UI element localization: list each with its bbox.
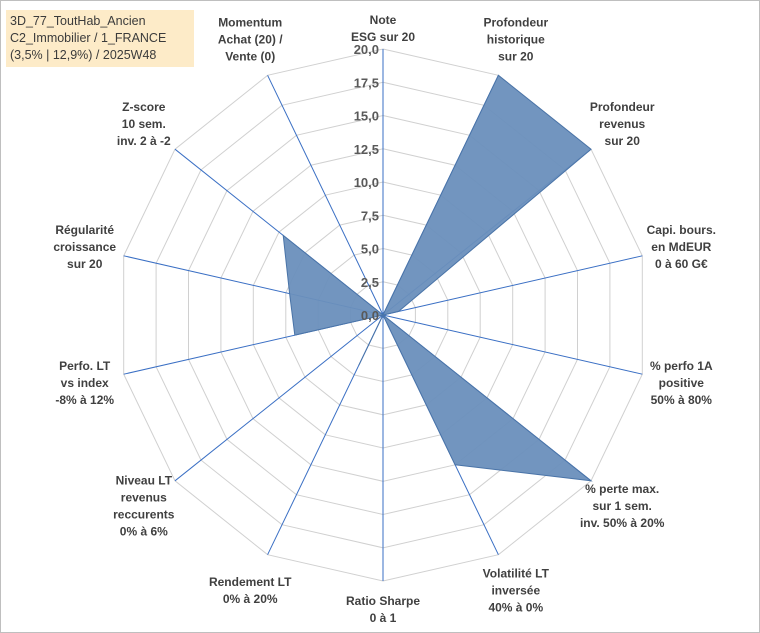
axis-label-line: -8% à 12% bbox=[55, 393, 114, 407]
axis-spoke bbox=[382, 255, 643, 316]
axis-label-line: 10 sem. bbox=[122, 117, 166, 131]
chart-title-line-3: (3,5% | 12,9%) / 2025W48 bbox=[10, 48, 157, 62]
axis-label: Régularité croissance sur 20 bbox=[53, 223, 116, 271]
axis-label-line: sur 20 bbox=[498, 49, 534, 63]
axis-label-line: Régularité bbox=[55, 223, 114, 237]
axis-label-line: inv. 2 à -2 bbox=[117, 134, 171, 148]
axis-label-line: en MdEUR bbox=[651, 240, 711, 254]
axis-label: Momentum Achat (20) / Vente (0) bbox=[218, 15, 283, 63]
axis-label: Profondeur revenus sur 20 bbox=[590, 100, 655, 148]
radial-tick-label: 2,5 bbox=[361, 275, 379, 290]
axis-label: Niveau LT revenus reccurents 0% à 6% bbox=[113, 473, 175, 538]
axis-label-line: 0% à 20% bbox=[223, 592, 278, 606]
axis-label-line: 0 à 60 G€ bbox=[655, 257, 708, 271]
axis-label: % perte max. sur 1 sem. inv. 50% à 20% bbox=[580, 482, 665, 530]
radial-tick-label: 20,0 bbox=[354, 42, 379, 57]
chart-title-line-1: 3D_77_ToutHab_Ancien bbox=[10, 14, 146, 28]
axis-label-line: Profondeur bbox=[590, 100, 655, 114]
axis-label-line: Perfo. LT bbox=[59, 359, 111, 373]
axis-label-line: Niveau LT bbox=[116, 473, 173, 487]
axis-label-line: revenus bbox=[121, 490, 167, 504]
axis-label-line: revenus bbox=[599, 117, 645, 131]
axis-label-line: reccurents bbox=[113, 507, 175, 521]
axis-label-line: positive bbox=[659, 376, 705, 390]
axis-label-line: % perte max. bbox=[585, 482, 659, 496]
axis-spoke bbox=[174, 314, 384, 482]
axis-label-line: Capi. bours. bbox=[647, 223, 716, 237]
axis-label-line: inv. 50% à 20% bbox=[580, 516, 665, 530]
axis-label: Ratio Sharpe 0 à 1 bbox=[346, 594, 420, 625]
axis-label-line: sur 20 bbox=[67, 257, 103, 271]
axis-label-line: 50% à 80% bbox=[651, 393, 713, 407]
axis-label-line: Z-score bbox=[122, 100, 166, 114]
chart-title-line-2: C2_Immobilier / 1_FRANCE bbox=[10, 31, 167, 45]
radial-tick-label: 15,0 bbox=[354, 109, 379, 124]
radial-tick-label: 0,0 bbox=[361, 308, 379, 323]
axis-label-line: Vente (0) bbox=[225, 49, 275, 63]
axis-label-line: Ratio Sharpe bbox=[346, 594, 420, 608]
axis-label: Capi. bours. en MdEUR 0 à 60 G€ bbox=[647, 223, 716, 271]
axis-label-line: 0% à 6% bbox=[120, 524, 168, 538]
axis-label-line: Volatilité LT bbox=[483, 567, 550, 581]
axis-label-line: croissance bbox=[53, 240, 116, 254]
axis-label-line: sur 20 bbox=[605, 134, 641, 148]
radial-tick-label: 10,0 bbox=[354, 175, 379, 190]
chart-title-box: 3D_77_ToutHab_Ancien C2_Immobilier / 1_F… bbox=[6, 10, 194, 67]
radial-tick-label: 5,0 bbox=[361, 242, 379, 257]
axis-label-line: % perfo 1A bbox=[650, 359, 713, 373]
axis-label: Note ESG sur 20 bbox=[351, 13, 415, 44]
axis-label-line: sur 1 sem. bbox=[593, 499, 652, 513]
axis-label: Z-score 10 sem. inv. 2 à -2 bbox=[117, 100, 171, 148]
axis-label: Volatilité LT inversée 40% à 0% bbox=[483, 567, 550, 615]
axis-label-line: Rendement LT bbox=[209, 575, 292, 589]
radial-tick-label: 12,5 bbox=[354, 142, 379, 157]
axis-label-line: Momentum bbox=[218, 15, 282, 29]
radial-tick-label: 17,5 bbox=[354, 75, 379, 90]
axis-label: Profondeur historique sur 20 bbox=[483, 15, 548, 63]
axis-label-line: ESG sur 20 bbox=[351, 30, 415, 44]
axis-spoke bbox=[382, 314, 643, 375]
axis-label-line: 0 à 1 bbox=[370, 611, 397, 625]
axis-label-line: Note bbox=[370, 13, 397, 27]
axis-label-line: 40% à 0% bbox=[488, 601, 543, 615]
axis-spoke bbox=[267, 75, 384, 316]
data-series-area bbox=[282, 74, 593, 482]
axis-label-line: vs index bbox=[61, 376, 109, 390]
axis-label-line: Achat (20) / bbox=[218, 32, 283, 46]
radial-tick-label: 7,5 bbox=[361, 208, 379, 223]
axis-label-line: historique bbox=[487, 32, 545, 46]
axis-label: Perfo. LT vs index -8% à 12% bbox=[55, 359, 114, 407]
axis-label-line: Profondeur bbox=[483, 15, 548, 29]
axis-label-line: inversée bbox=[491, 584, 540, 598]
axis-label: Rendement LT 0% à 20% bbox=[209, 575, 292, 606]
axis-label: % perfo 1A positive 50% à 80% bbox=[650, 359, 713, 407]
